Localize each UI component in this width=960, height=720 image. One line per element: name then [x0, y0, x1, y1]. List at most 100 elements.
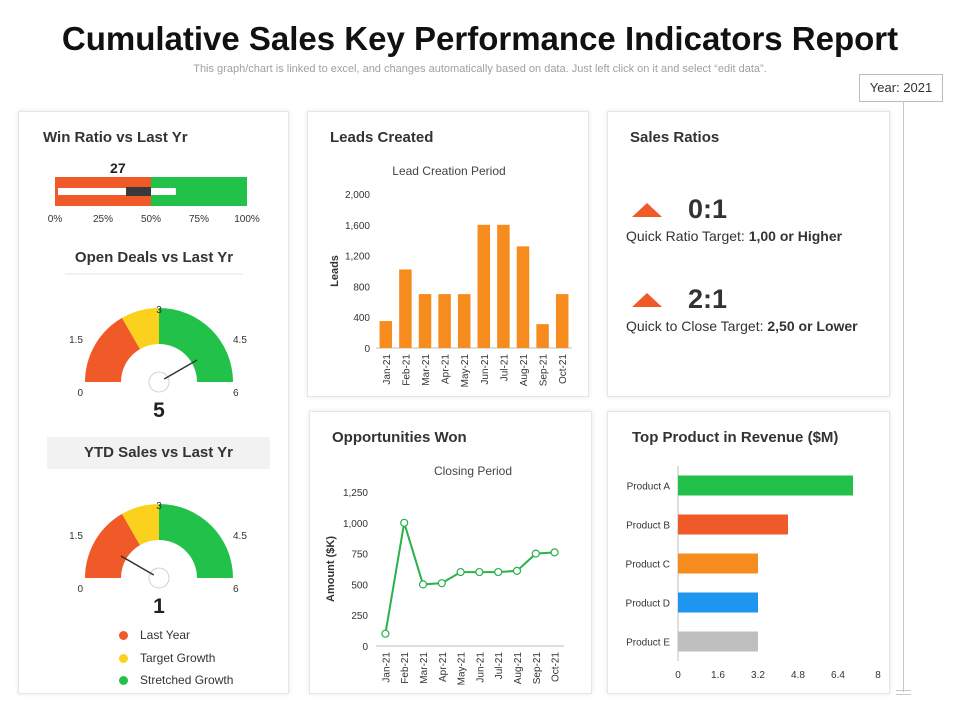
leads-x-tick-label: Jun-21 — [480, 354, 491, 385]
ytd-sales-tick-label: 6 — [233, 584, 239, 595]
quick-close-target: Quick to Close Target: 2,50 or Lower — [626, 318, 858, 334]
year-slider-end-tick — [896, 690, 911, 691]
opportunities-point-sep-21 — [531, 549, 540, 558]
opportunities-point-oct-21 — [550, 548, 559, 557]
leads-y-axis-label: Leads — [329, 255, 341, 287]
open-deals-needle-hub — [148, 371, 170, 393]
quick-ratio-up-arrow-icon — [632, 203, 662, 217]
open-deals-tick-label: 3 — [156, 305, 162, 316]
quick-close-up-arrow-icon — [632, 293, 662, 307]
leads-x-tick-label: Aug-21 — [519, 354, 530, 387]
leads-bar-mar-21 — [418, 294, 432, 348]
top-product-category-label: Product C — [626, 560, 670, 571]
leads-created-title: Leads Created — [330, 129, 434, 146]
top-product-bar-product-d — [678, 592, 758, 613]
open-deals-tick-label: 4.5 — [233, 335, 247, 346]
quick-close-label: Quick to Close Target: — [626, 318, 768, 334]
opportunities-x-tick-label: Jan-21 — [381, 652, 392, 683]
opportunities-point-apr-21 — [437, 579, 446, 588]
top-product-category-label: Product E — [626, 638, 670, 649]
year-slider-end-tick — [896, 694, 911, 695]
leads-y-tick-label: 0 — [364, 344, 370, 355]
leads-y-tick-label: 1,200 — [345, 252, 370, 263]
quick-close-value: 2:1 — [688, 284, 728, 314]
leads-bar-jun-21 — [477, 224, 491, 348]
win-ratio-value-label: 27 — [110, 160, 126, 176]
sales-ratios-panel: Sales Ratios 0:1 Quick Ratio Target: 1,0… — [607, 111, 890, 397]
year-selector[interactable]: Year: 2021 — [859, 74, 943, 102]
leads-x-tick-label: Oct-21 — [558, 354, 569, 384]
top-product-x-tick-label: 1.6 — [711, 670, 725, 681]
opportunities-y-tick-label: 250 — [351, 611, 368, 622]
leads-y-tick-label: 2,000 — [345, 190, 370, 201]
quick-ratio-label: Quick Ratio Target: — [626, 228, 749, 244]
open-deals-value-label: 5 — [153, 399, 165, 422]
leads-x-tick-label: Feb-21 — [401, 354, 412, 386]
leads-created-chart: Lead Creation Period 0 400 800 1,200 1,600 2,0… — [329, 164, 572, 388]
ytd-sales-tick-label: 1.5 — [69, 531, 83, 542]
quick-ratio-value: 0:1 — [688, 194, 728, 224]
top-product-x-tick-label: 0 — [675, 670, 681, 681]
top-product-category-label: Product B — [626, 521, 670, 532]
opportunities-won-panel: Opportunities Won Closing Period 0 250 500 7… — [309, 411, 592, 694]
opportunities-point-jul-21 — [494, 567, 503, 577]
sales-ratios-title: Sales Ratios — [630, 129, 720, 146]
win-ratio-marker — [126, 187, 151, 196]
open-deals-title-underline — [65, 273, 243, 275]
win-ratio-tick-label: 100% — [234, 214, 260, 225]
legend-item-target-growth: Target Growth — [119, 651, 215, 665]
opportunities-x-tick-label: Mar-21 — [419, 652, 430, 684]
top-product-title: Top Product in Revenue ($M) — [632, 429, 839, 446]
opportunities-series-line — [384, 522, 555, 634]
top-product-x-tick-label: 6.4 — [831, 670, 845, 681]
ytd-sales-tick-label: 3 — [156, 501, 162, 512]
leads-bar-apr-21 — [438, 294, 451, 348]
legend-dot-stretched-growth — [119, 676, 128, 686]
leads-x-tick-label: Jan-21 — [382, 354, 393, 385]
leads-x-tick-label: Sep-21 — [539, 354, 550, 387]
opportunities-y-tick-label: 1,250 — [343, 488, 368, 499]
quick-ratio-target-value: 1,00 or Higher — [748, 228, 843, 244]
top-product-x-tick-label: 8 — [875, 670, 881, 681]
year-slider-track[interactable] — [903, 102, 904, 692]
top-product-bar-product-a — [678, 475, 853, 496]
leads-chart-title: Lead Creation Period — [392, 164, 505, 178]
opportunities-chart-title: Closing Period — [434, 464, 512, 478]
opportunities-y-tick-label: 500 — [351, 580, 368, 591]
opportunities-point-may-21 — [456, 567, 465, 577]
opportunities-y-tick-label: 750 — [351, 550, 368, 561]
opportunities-x-tick-label: Oct-21 — [551, 652, 562, 682]
top-product-bar-product-b — [678, 514, 788, 535]
legend-label-stretched-growth: Stretched Growth — [140, 673, 234, 687]
opportunities-x-tick-label: Sep-21 — [532, 652, 543, 685]
opportunities-point-aug-21 — [512, 566, 522, 575]
win-ratio-tick-label: 75% — [189, 214, 209, 225]
quick-close-target-value: 2,50 or Lower — [767, 318, 858, 334]
leads-bar-jul-21 — [497, 224, 510, 348]
opportunities-x-tick-label: Aug-21 — [513, 652, 524, 685]
leads-bar-jan-21 — [379, 321, 393, 348]
opportunities-won-chart: Closing Period 0 250 500 750 1,000 1,250 Amount… — [325, 464, 564, 686]
open-deals-tick-label: 0 — [77, 388, 83, 399]
win-ratio-title: Win Ratio vs Last Yr — [43, 129, 188, 146]
leads-bar-oct-21 — [555, 294, 569, 348]
opportunities-x-tick-label: Apr-21 — [438, 652, 449, 682]
opportunities-point-jun-21 — [475, 567, 484, 577]
ytd-sales-title: YTD Sales vs Last Yr — [47, 437, 270, 469]
top-product-chart: Product A Product B Product C Product D Prod… — [626, 466, 881, 681]
leads-x-tick-label: May-21 — [460, 354, 471, 388]
win-ratio-value-bar — [58, 188, 176, 195]
win-ratio-tick-label: 0% — [48, 214, 63, 225]
win-ratio-chart: 27 0% 25% 50% 75% 100% — [48, 160, 260, 225]
opportunities-x-tick-label: May-21 — [457, 652, 468, 686]
open-deals-band-last-year — [85, 317, 140, 382]
opportunities-point-mar-21 — [418, 580, 428, 589]
opportunities-won-title: Opportunities Won — [332, 429, 467, 446]
leads-bar-feb-21 — [399, 269, 412, 348]
leads-x-tick-label: Mar-21 — [421, 354, 432, 386]
ytd-sales-tick-label: 4.5 — [233, 531, 247, 542]
legend-dot-target-growth — [119, 654, 128, 664]
opportunities-x-tick-label: Jul-21 — [494, 652, 505, 680]
opportunities-point-jan-21 — [381, 629, 390, 638]
ytd-sales-needle — [120, 555, 155, 576]
